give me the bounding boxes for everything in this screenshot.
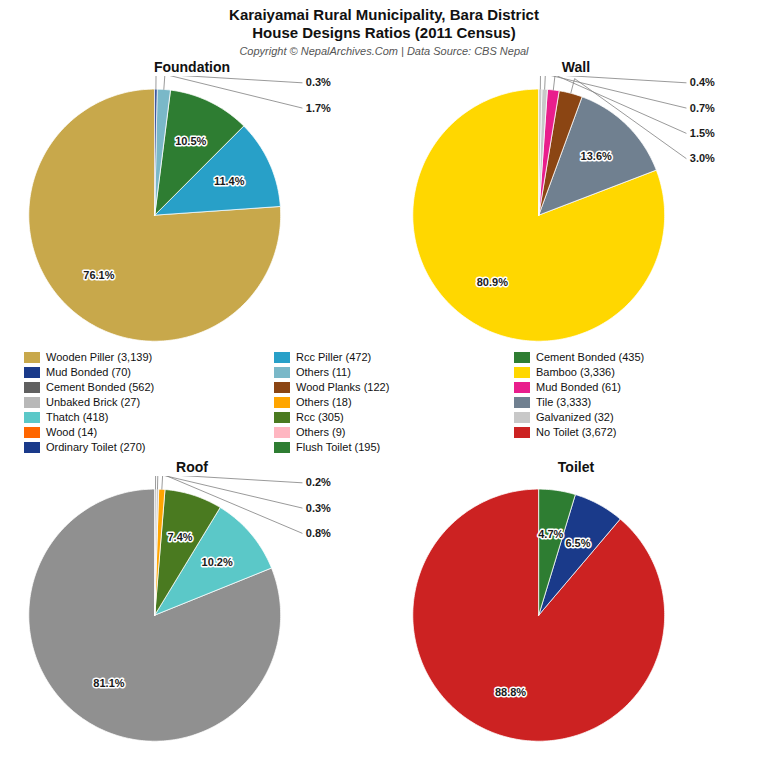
html-text:Wooden Piller (3,139): Wooden Piller (3,139) — [46, 351, 153, 363]
html-text:House Designs Ratios (2011 Cen: House Designs Ratios (2011 Census) — [252, 24, 516, 41]
svg-text:76.1%: 76.1% — [83, 269, 114, 281]
html-text:Wood (14): Wood (14) — [46, 426, 98, 438]
html-text:Thatch (418): Thatch (418) — [46, 411, 109, 423]
html-text:Others (18): Others (18) — [296, 396, 352, 408]
svg-text:0.4%: 0.4% — [690, 76, 715, 88]
svg-text:4.7%: 4.7% — [538, 528, 563, 540]
svg-text:1.7%: 1.7% — [306, 102, 331, 114]
html-text:Tile (3,333): Tile (3,333) — [536, 396, 592, 408]
html-text:Rcc Piller (472): Rcc Piller (472) — [296, 351, 372, 363]
html-text:Mud Bonded (61): Mud Bonded (61) — [536, 381, 621, 393]
svg-text:0.3%: 0.3% — [306, 502, 331, 514]
svg-text:0.8%: 0.8% — [306, 527, 331, 539]
html-text:Others (11): Others (11) — [296, 366, 351, 378]
html-text:Wall: Wall — [561, 59, 591, 75]
html-text:Cement Bonded (562): Cement Bonded (562) — [46, 381, 155, 393]
html-text:Bamboo (3,336): Bamboo (3,336) — [536, 366, 615, 378]
svg-text:13.6%: 13.6% — [581, 150, 612, 162]
html-text:Cement Bonded (435): Cement Bonded (435) — [536, 351, 645, 363]
html-text:Roof: Roof — [176, 459, 208, 475]
svg-text:7.4%: 7.4% — [167, 531, 192, 543]
html-text:Unbaked Brick (27): Unbaked Brick (27) — [46, 396, 141, 408]
html-text:Flush Toilet (195): Flush Toilet (195) — [296, 441, 381, 453]
svg-text:0.2%: 0.2% — [306, 476, 331, 488]
html-text:Galvanized (32): Galvanized (32) — [536, 411, 614, 423]
html-text:Wood Planks (122): Wood Planks (122) — [296, 381, 390, 393]
svg-text:0.3%: 0.3% — [306, 76, 331, 88]
svg-text:6.5%: 6.5% — [565, 537, 590, 549]
html-text:Foundation: Foundation — [153, 59, 231, 75]
html-text:No Toilet (3,672): No Toilet (3,672) — [536, 426, 617, 438]
html-text:Mud Bonded (70): Mud Bonded (70) — [46, 366, 131, 378]
svg-text:0.7%: 0.7% — [690, 102, 715, 114]
html-text:Copyright © NepalArchives.Com: Copyright © NepalArchives.Com | Data Sou… — [239, 45, 529, 57]
svg-text:80.9%: 80.9% — [477, 276, 508, 288]
svg-text:3.0%: 3.0% — [690, 152, 715, 164]
html-text:Ordinary Toilet (270): Ordinary Toilet (270) — [46, 441, 146, 453]
svg-text:10.2%: 10.2% — [202, 556, 233, 568]
html-text:Rcc (305): Rcc (305) — [296, 411, 344, 423]
html-text:Others (9): Others (9) — [296, 426, 346, 438]
html-text:Toilet: Toilet — [557, 459, 595, 475]
svg-text:1.5%: 1.5% — [690, 127, 715, 139]
svg-text:10.5%: 10.5% — [175, 135, 206, 147]
svg-text:81.1%: 81.1% — [93, 677, 124, 689]
html-text:Karaiyamai Rural Municipality,: Karaiyamai Rural Municipality, Bara Dist… — [229, 6, 539, 23]
svg-text:11.4%: 11.4% — [214, 175, 245, 187]
svg-text:88.8%: 88.8% — [495, 686, 526, 698]
